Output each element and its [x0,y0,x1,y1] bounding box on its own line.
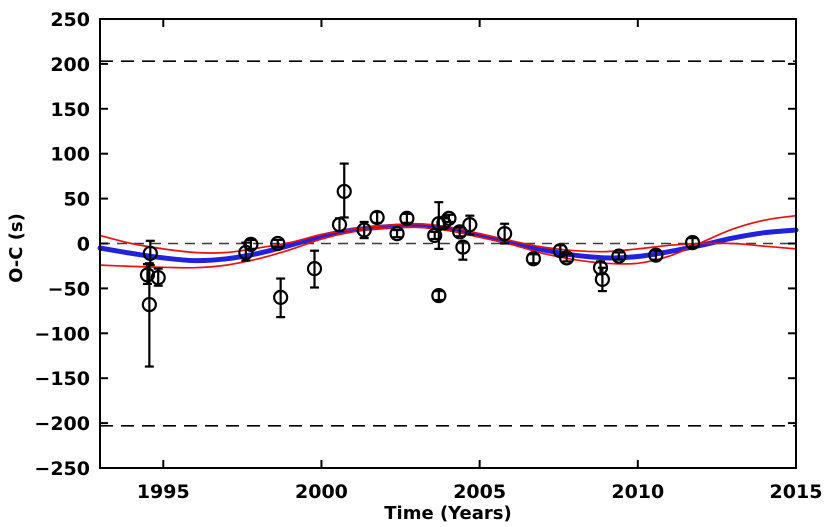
data-point [559,250,575,266]
data-point [356,222,372,238]
data-point [684,235,701,251]
data-point [306,261,323,277]
data-point [497,226,513,242]
x-tick-label: 2010 [611,481,664,503]
data-point [452,224,468,240]
x-tick-label: 2015 [770,481,823,503]
y-tick-label: −250 [34,458,90,480]
data-point [336,183,352,200]
y-tick-label: 200 [50,54,90,76]
x-tick-label: 1995 [137,481,190,503]
x-tick-label: 2005 [453,481,506,503]
data-point [611,248,627,264]
data-point [399,210,415,226]
y-tick-label: −50 [48,278,90,300]
data-point [150,270,166,286]
data-point [238,244,254,261]
error-curve-b-curve [99,214,797,269]
x-axis-label: Time (Years) [384,503,511,524]
data-point [431,287,447,304]
data-point [273,289,289,305]
data-point [462,217,478,233]
y-tick-label: 100 [50,144,90,166]
data-point [455,239,471,255]
data-point [441,210,457,226]
data-point [141,296,157,313]
data-point [142,245,158,261]
y-tick-label: −150 [34,368,90,390]
data-point [369,209,385,226]
y-tick-label: 50 [64,189,90,211]
y-tick-label: 150 [50,99,90,121]
data-point [139,267,156,283]
data-point [525,251,542,267]
data-point [270,235,286,252]
y-tick-label: −100 [34,323,90,345]
y-tick-label: −200 [34,413,90,435]
data-point [389,226,405,242]
y-tick-label: 0 [77,234,90,256]
data-point [594,271,610,288]
plot-layers: 1995 2000 2005 2010 2015 250 200 150 100 50 0 −50 −1… [34,9,822,503]
data-point [331,217,348,233]
y-tick-label: 250 [50,9,90,31]
data-point [243,236,259,252]
x-tick-label: 2000 [295,481,348,503]
y-axis-label: O-C (s) [6,213,27,283]
data-point [648,247,664,263]
